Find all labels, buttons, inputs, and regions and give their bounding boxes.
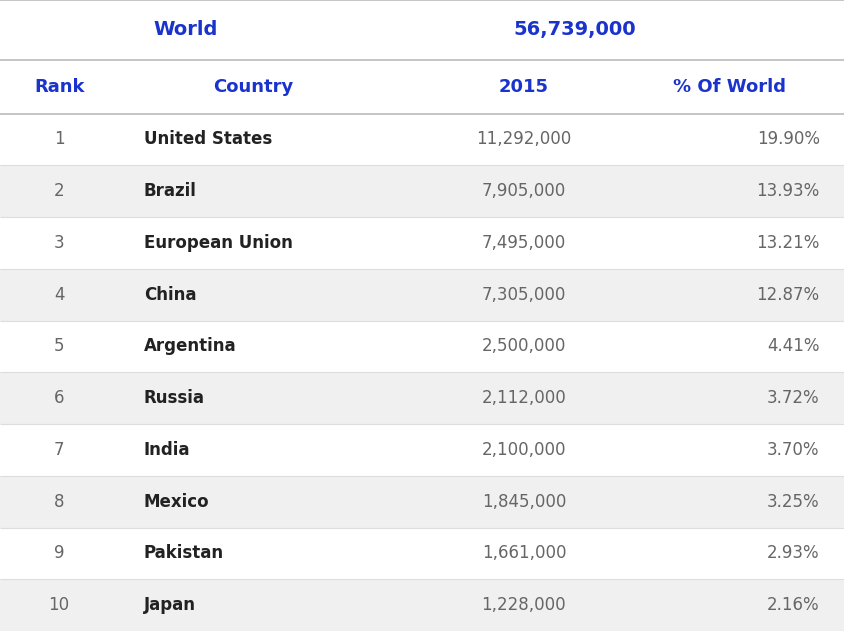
Bar xyxy=(0,321,844,372)
Text: % Of World: % Of World xyxy=(672,78,785,96)
Text: 10: 10 xyxy=(49,596,70,614)
Text: 4: 4 xyxy=(54,286,64,304)
Text: 7,495,000: 7,495,000 xyxy=(481,234,565,252)
Bar xyxy=(0,0,844,60)
Text: 7,905,000: 7,905,000 xyxy=(481,182,565,200)
Text: 13.93%: 13.93% xyxy=(755,182,819,200)
Text: 2015: 2015 xyxy=(498,78,549,96)
Text: 19.90%: 19.90% xyxy=(755,131,819,148)
Text: 2,112,000: 2,112,000 xyxy=(481,389,565,407)
Text: United States: United States xyxy=(143,131,272,148)
Bar xyxy=(0,114,844,165)
Text: 1: 1 xyxy=(54,131,64,148)
Text: Argentina: Argentina xyxy=(143,338,236,355)
Text: Mexico: Mexico xyxy=(143,493,209,510)
Text: European Union: European Union xyxy=(143,234,292,252)
Text: 3.70%: 3.70% xyxy=(766,441,819,459)
Text: 11,292,000: 11,292,000 xyxy=(476,131,571,148)
Text: 2.93%: 2.93% xyxy=(766,545,819,562)
Text: 7,305,000: 7,305,000 xyxy=(481,286,565,304)
Text: 2,500,000: 2,500,000 xyxy=(481,338,565,355)
Text: 1,845,000: 1,845,000 xyxy=(481,493,565,510)
Bar xyxy=(0,528,844,579)
Text: 1,661,000: 1,661,000 xyxy=(481,545,565,562)
Text: 9: 9 xyxy=(54,545,64,562)
Bar xyxy=(0,476,844,528)
Bar xyxy=(0,165,844,217)
Text: 2,100,000: 2,100,000 xyxy=(481,441,565,459)
Bar xyxy=(0,372,844,424)
Text: 2.16%: 2.16% xyxy=(766,596,819,614)
Text: India: India xyxy=(143,441,190,459)
Bar xyxy=(0,424,844,476)
Text: 3.72%: 3.72% xyxy=(766,389,819,407)
Text: 5: 5 xyxy=(54,338,64,355)
Bar xyxy=(0,217,844,269)
Text: China: China xyxy=(143,286,196,304)
Text: Japan: Japan xyxy=(143,596,196,614)
Text: Pakistan: Pakistan xyxy=(143,545,224,562)
Text: 8: 8 xyxy=(54,493,64,510)
Bar xyxy=(0,60,844,114)
Text: 3.25%: 3.25% xyxy=(766,493,819,510)
Text: Russia: Russia xyxy=(143,389,204,407)
Text: 2: 2 xyxy=(54,182,64,200)
Bar xyxy=(0,269,844,321)
Text: 3: 3 xyxy=(54,234,64,252)
Text: World: World xyxy=(154,20,218,40)
Text: 12.87%: 12.87% xyxy=(755,286,819,304)
Text: 4.41%: 4.41% xyxy=(766,338,819,355)
Text: 13.21%: 13.21% xyxy=(755,234,819,252)
Text: Country: Country xyxy=(214,78,293,96)
Text: 1,228,000: 1,228,000 xyxy=(481,596,565,614)
Text: Brazil: Brazil xyxy=(143,182,197,200)
Text: 7: 7 xyxy=(54,441,64,459)
Text: 56,739,000: 56,739,000 xyxy=(512,20,636,40)
Text: Rank: Rank xyxy=(34,78,84,96)
Bar xyxy=(0,579,844,631)
Text: 6: 6 xyxy=(54,389,64,407)
